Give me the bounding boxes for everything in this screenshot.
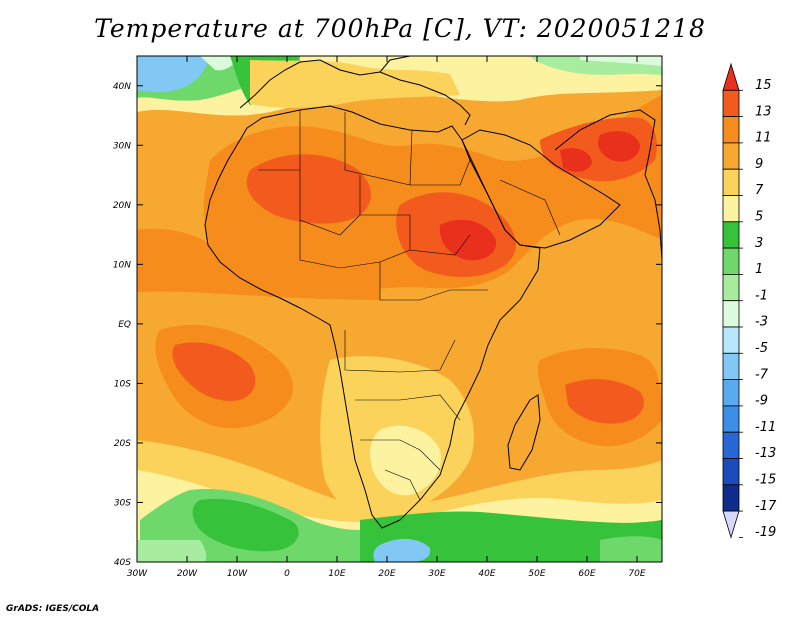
lat-tick-label: 30S xyxy=(114,498,131,508)
colorbar-swatch xyxy=(722,458,740,486)
colorbar-swatch xyxy=(722,352,740,380)
lon-tick-label: 60E xyxy=(578,569,595,579)
lat-tick-label: 20S xyxy=(114,439,131,449)
credit-label: GrADS: IGES/COLA xyxy=(6,604,100,614)
lon-tick-label: 10E xyxy=(328,569,345,579)
colorbar: 15 13 11 9 7 5 3 1 -1 -3 -5 -7 -9 -11 -13 -15 -17 -19 xyxy=(722,62,777,540)
colorbar-label: -1 xyxy=(755,288,768,303)
colorbar-label: -11 xyxy=(755,420,776,435)
colorbar-swatch xyxy=(722,142,740,170)
country-borders xyxy=(258,110,561,501)
colorbar-label: -7 xyxy=(755,367,769,382)
lat-tick-label: 10S xyxy=(114,379,131,389)
colorbar-label: -19 xyxy=(755,525,776,540)
lat-tick-label: 40N xyxy=(113,82,131,92)
colorbar-label: -17 xyxy=(755,499,777,514)
lon-tick-label: 40E xyxy=(478,569,495,579)
colorbar-swatch xyxy=(722,89,740,118)
colorbar-label: 9 xyxy=(755,157,763,172)
colorbar-swatch xyxy=(722,273,740,302)
colorbar-label: 13 xyxy=(755,104,772,119)
plot-frame xyxy=(136,55,663,563)
colorbar-swatch xyxy=(722,431,740,459)
colorbar-swatch xyxy=(722,62,740,91)
colorbar-label: 11 xyxy=(755,131,772,146)
lat-tick-label: 20N xyxy=(113,201,131,211)
lon-tick-label: 70E xyxy=(628,569,645,579)
lon-tick-label: 30W xyxy=(127,569,148,579)
colorbar-label: 5 xyxy=(755,210,763,225)
coastlines xyxy=(204,56,662,529)
lat-tick-label: 30N xyxy=(113,141,131,151)
colorbar-swatch xyxy=(722,484,740,512)
colorbar-swatch xyxy=(722,510,740,539)
colorbar-label: -13 xyxy=(755,446,776,461)
colorbar-swatch xyxy=(722,326,740,354)
colorbar-label: -15 xyxy=(755,473,776,488)
lat-tick-label: 40S xyxy=(114,558,131,568)
colorbar-label: -9 xyxy=(755,394,768,409)
colorbar-swatch xyxy=(722,116,740,144)
colorbar-label: 3 xyxy=(755,236,763,251)
colorbar-swatch xyxy=(722,379,740,407)
lon-tick-label: 0 xyxy=(284,569,290,579)
lon-tick-label: 20E xyxy=(378,569,395,579)
lon-tick-label: 20W xyxy=(177,569,198,579)
lon-tick-label: 30E xyxy=(428,569,445,579)
colorbar-swatch xyxy=(722,195,740,223)
colorbar-swatch xyxy=(722,300,740,328)
lon-tick-label: 50E xyxy=(528,569,545,579)
lat-tick-label: EQ xyxy=(118,320,131,330)
map-title: Temperature at 700hPa [C], VT: 202005121… xyxy=(94,14,706,43)
colorbar-label: -3 xyxy=(755,315,768,330)
colorbar-label: -5 xyxy=(755,341,768,356)
map-axes: 30W 20W 10W 0 10E 20E 30E 40E 50E 60E 70E 40N 30N 20N… xyxy=(113,56,662,579)
lat-tick-label: 10N xyxy=(113,260,131,270)
colorbar-swatch xyxy=(722,168,740,196)
colorbar-swatch xyxy=(722,247,740,275)
colorbar-label: 1 xyxy=(755,262,763,277)
colorbar-swatch xyxy=(722,405,740,433)
colorbar-swatch xyxy=(722,221,740,249)
lon-tick-label: 10W xyxy=(227,569,248,579)
colorbar-label: 15 xyxy=(755,78,772,93)
colorbar-label: 7 xyxy=(755,183,764,198)
temperature-field xyxy=(137,56,662,562)
